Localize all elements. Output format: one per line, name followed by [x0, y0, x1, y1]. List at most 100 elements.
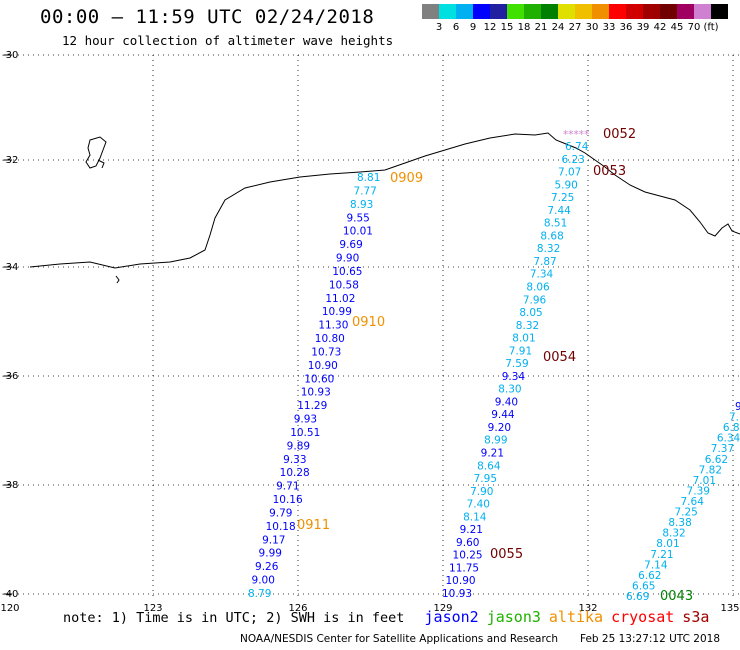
mission-name: altika [548, 608, 604, 626]
swh-value: 9.89 [287, 440, 310, 452]
swh-value: 8.38 [668, 517, 691, 529]
swh-value: 7.14 [644, 559, 668, 571]
legend-label: 21 [534, 22, 548, 33]
swh-value: 6.62 [638, 570, 661, 582]
legend-label: 24 [551, 22, 565, 33]
swh-value: 10.90 [446, 575, 476, 587]
swh-value: 8.32 [662, 528, 685, 540]
swh-value: 8.32 [516, 320, 539, 332]
lat-label: -38 [2, 480, 19, 491]
swh-value: 7.82 [699, 464, 722, 476]
swh-value: 7.39 [687, 485, 710, 497]
swh-value: 6.23 [561, 154, 584, 166]
swh-value: 6.34 [717, 433, 740, 445]
swh-value: 9.71 [276, 481, 299, 493]
mission-name: jason2 [424, 608, 479, 626]
swh-value: 10.18 [266, 521, 296, 533]
legend-swatch [660, 4, 677, 19]
legend-label: 27 [568, 22, 582, 33]
swh-value: 7.95 [474, 473, 497, 485]
swh-value: 7.21 [650, 549, 673, 561]
swh-value: 8.81 [357, 172, 380, 184]
legend-swatch [524, 4, 541, 19]
legend-swatch [456, 4, 473, 19]
swh-value: 10.73 [311, 346, 341, 358]
track-marker: ***** [563, 129, 589, 141]
swh-value: 10.80 [315, 333, 345, 345]
lat-label: -40 [2, 589, 19, 600]
lat-label: -36 [2, 371, 19, 382]
mission-name: jason3 [486, 608, 541, 626]
pass-labels: 0909 0910 0911 0052 0053 0054 0055 0043 [297, 127, 693, 604]
swh-value: 10.28 [280, 467, 310, 479]
legend-label: 39 [636, 22, 650, 33]
lat-label: -34 [2, 262, 19, 273]
credit-text: NOAA/NESDIS Center for Satellite Applica… [240, 633, 558, 645]
swh-value: 9.26 [255, 561, 279, 573]
swh-value: 11.75 [449, 562, 479, 574]
mission-name: cryosat [611, 608, 675, 626]
swh-value: 10.16 [273, 494, 303, 506]
swh-value: 7.96 [523, 294, 547, 306]
legend-swatch [592, 4, 609, 19]
legend-swatch [694, 4, 711, 19]
legend-swatch [473, 4, 490, 19]
pass-label: 0910 [352, 315, 385, 330]
swh-value: 10.51 [290, 427, 320, 439]
legend-label: 9 [469, 22, 477, 33]
legend-label: 45 [670, 22, 684, 33]
swh-value: 7.91 [509, 345, 532, 357]
swh-value: 7.37 [711, 443, 734, 455]
pass-label: 0043 [660, 589, 693, 604]
legend-label: 70 [687, 22, 701, 33]
legend-label: 30 [585, 22, 599, 33]
legend-swatch [677, 4, 694, 19]
swh-value: 6.62 [705, 454, 728, 466]
swh-value: 9.40 [495, 396, 518, 408]
legend-swatch [711, 4, 728, 19]
swh-value: 9.55 [346, 212, 369, 224]
swh-value: 8.64 [477, 460, 501, 472]
legend-label: 12 [483, 22, 497, 33]
legend-label: 15 [500, 22, 514, 33]
legend-swatch [422, 4, 439, 19]
mission-name: s3a [682, 608, 710, 626]
swh-value: 8.01 [512, 333, 535, 345]
legend-swatch [609, 4, 626, 19]
legend-swatch [439, 4, 456, 19]
swh-value: 10.99 [322, 306, 352, 318]
pass-label: 0911 [297, 518, 330, 533]
swh-value: 9.21 [481, 448, 504, 460]
swh-value: 9.33 [283, 454, 306, 466]
swh-value: 6.74 [565, 141, 589, 153]
swh-value: 5.90 [554, 179, 577, 191]
swh-value: 8.06 [526, 281, 550, 293]
swh-value: 7.87 [533, 256, 556, 268]
swh-value: 11.30 [318, 320, 348, 332]
legend-swatch [541, 4, 558, 19]
swh-value: 7. [729, 412, 739, 424]
legend-label: 42 [653, 22, 667, 33]
lon-label: 132 [578, 603, 598, 614]
lat-label: -32 [2, 155, 19, 166]
swh-value: 7.59 [505, 358, 528, 370]
pass-label: 0055 [490, 547, 523, 562]
lon-label: 129 [433, 603, 453, 614]
legend-swatch [626, 4, 643, 19]
map-grid [4, 54, 740, 600]
swh-value: 9.93 [294, 414, 317, 426]
swh-value: 9.44 [491, 409, 515, 421]
swh-value: 8.68 [540, 230, 563, 242]
swh-value: 9.34 [502, 371, 526, 383]
swh-value: 6.65 [632, 580, 655, 592]
swh-value: 9.99 [259, 548, 282, 560]
legend-label: 36 [619, 22, 633, 33]
swh-value: 7.77 [353, 185, 376, 197]
swh-value: 10.65 [332, 266, 362, 278]
lon-label: 135 [720, 603, 740, 614]
legend-swatch [558, 4, 575, 19]
swh-value: 10.01 [343, 226, 373, 238]
swh-value: 7.07 [558, 167, 581, 179]
